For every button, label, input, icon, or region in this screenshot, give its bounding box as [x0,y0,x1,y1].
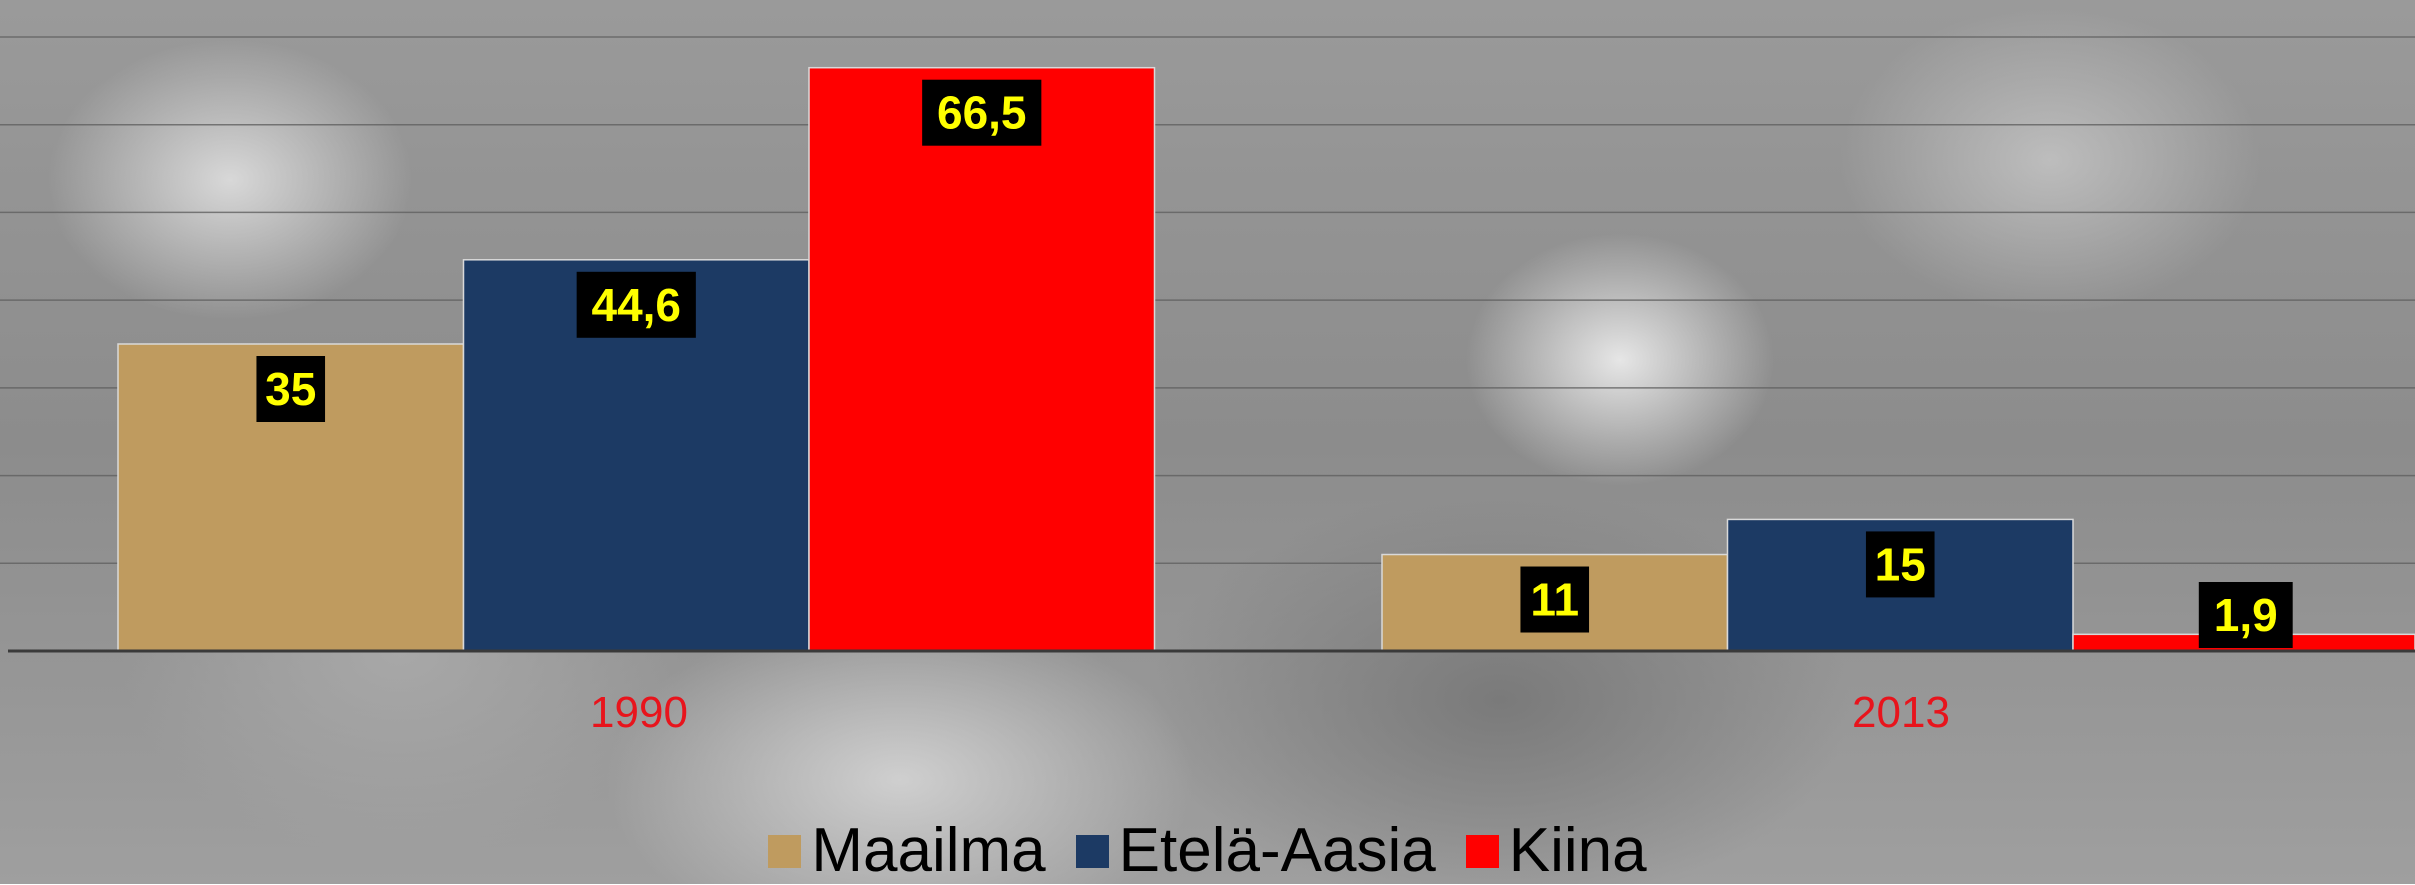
legend-label-maailma: Maailma [811,816,1046,885]
data-label-box [256,356,326,422]
data-label-box [2198,582,2293,648]
legend-item-kiina[interactable]: Kiina [1465,816,1647,885]
data-label: 11 [1530,574,1579,626]
data-label: 15 [1875,538,1926,590]
data-label-box [922,79,1042,146]
legend-label-kiina: Kiina [1508,816,1647,885]
data-label: 1,9 [2214,589,2278,641]
data-label: 66,5 [937,87,1027,139]
legend-swatch-maailma [768,834,802,868]
bar-kiina-1990 [808,66,1156,652]
legend-swatch-kiina [1465,834,1499,868]
legend: Maailma Etelä-Aasia Kiina [0,818,2415,884]
data-label: 44,6 [591,279,681,331]
data-label: 35 [265,363,316,415]
legend-item-maailma[interactable]: Maailma [768,816,1046,885]
data-label-box [576,271,696,338]
data-label-box [1865,531,1935,598]
legend-swatch-etela-aasia [1075,834,1109,868]
category-label-2013: 2013 [1852,688,1950,737]
legend-label-etela-aasia: Etelä-Aasia [1118,816,1436,885]
category-label-1990: 1990 [590,688,688,737]
data-label-box [1520,566,1590,633]
legend-item-etela-aasia[interactable]: Etelä-Aasia [1075,816,1436,885]
